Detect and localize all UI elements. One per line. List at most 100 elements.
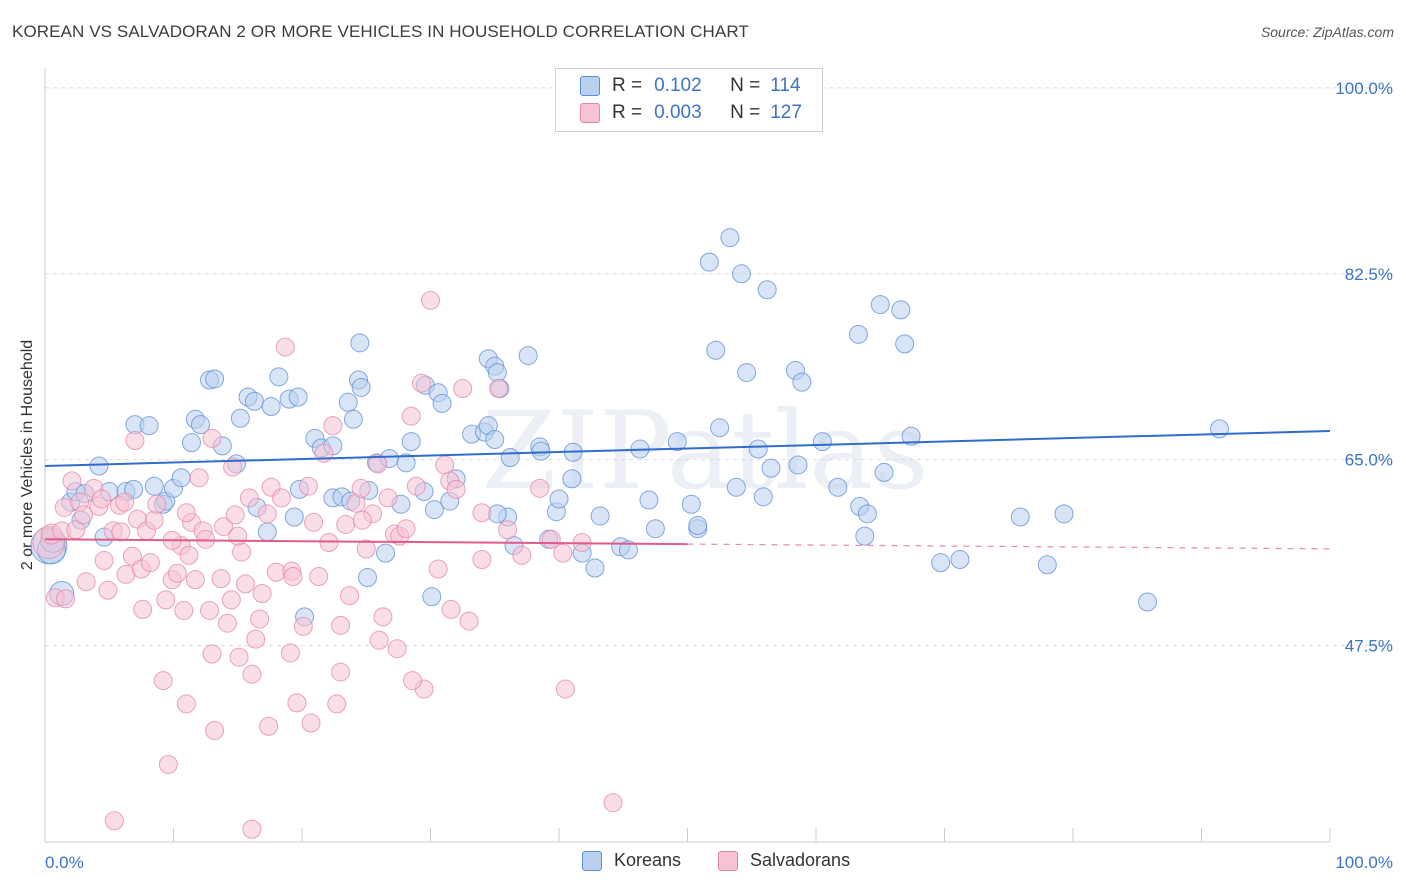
- salvadoran-point: [242, 664, 262, 684]
- source-label: Source: ZipAtlas.com: [1260, 24, 1394, 40]
- korean-point: [181, 433, 201, 453]
- salvadoran-point: [199, 600, 219, 620]
- salvadoran-point: [553, 543, 573, 563]
- salvadoran-point: [225, 505, 245, 525]
- legend-row-koreans: R = 0.102 N = 114: [580, 73, 801, 99]
- salvadoran-point: [242, 819, 262, 839]
- legend-label-salvadorans: Salvadorans: [750, 850, 851, 870]
- korean-point: [531, 441, 551, 461]
- salvadoran-point: [406, 476, 426, 496]
- salvadoran-point: [76, 572, 96, 592]
- korean-point: [288, 387, 308, 407]
- y-tick-label: 100.0%: [1335, 79, 1393, 98]
- salvadoran-point: [340, 586, 360, 606]
- korean-point: [284, 507, 304, 527]
- n-value: 127: [770, 102, 802, 123]
- korean-point: [244, 391, 264, 411]
- korean-point: [737, 363, 757, 383]
- korean-point: [753, 487, 773, 507]
- korean-point: [585, 558, 605, 578]
- salvadoran-point: [352, 510, 372, 530]
- korean-point: [731, 264, 751, 284]
- salvadoran-point: [421, 290, 440, 310]
- salvadorans-swatch: [718, 850, 738, 871]
- korean-point: [432, 393, 452, 413]
- korean-point: [891, 300, 911, 320]
- salvadoran-point: [167, 563, 187, 583]
- salvadoran-point: [111, 522, 131, 542]
- salvadoran-point: [396, 519, 416, 539]
- korean-point: [618, 540, 638, 560]
- salvadoran-point: [104, 811, 124, 831]
- korean-point: [950, 549, 970, 569]
- korean-point: [788, 455, 808, 475]
- korean-point: [257, 522, 277, 542]
- salvadoran-point: [275, 337, 295, 357]
- korean-point: [857, 504, 877, 524]
- salvadoran-point: [331, 615, 351, 635]
- korean-point: [757, 280, 777, 300]
- salvadoran-point: [217, 613, 237, 633]
- korean-point: [870, 295, 890, 315]
- korean-point: [748, 439, 768, 459]
- salvadoran-point: [293, 616, 313, 636]
- salvadoran-point: [369, 630, 389, 650]
- korean-point: [376, 543, 396, 563]
- salvadoran-point: [378, 488, 398, 508]
- salvadoran-point: [252, 583, 272, 603]
- korean-point: [351, 377, 371, 397]
- korean-point: [681, 494, 701, 514]
- legend-item-koreans[interactable]: Koreans: [582, 850, 681, 871]
- korean-point: [895, 334, 915, 354]
- korean-point: [855, 526, 875, 546]
- legend-label-koreans: Koreans: [614, 850, 682, 870]
- korean-point: [144, 476, 164, 496]
- y-tick-label: 47.5%: [1345, 637, 1393, 656]
- korean-point: [848, 324, 868, 344]
- korean-point: [667, 432, 687, 452]
- korean-point: [1138, 592, 1158, 612]
- salvadoran-point: [239, 488, 259, 508]
- salvadoran-point: [489, 378, 509, 398]
- salvadoran-point: [368, 454, 388, 474]
- korean-point: [1010, 507, 1030, 527]
- korean-point: [171, 468, 191, 488]
- salvadoran-point: [115, 492, 135, 512]
- salvadoran-point: [196, 529, 216, 549]
- salvadoran-point: [176, 503, 196, 523]
- salvadoran-point: [441, 599, 461, 619]
- korean-point: [874, 462, 894, 482]
- korean-point: [190, 415, 210, 435]
- korean-point: [518, 346, 538, 366]
- korean-point: [487, 363, 507, 383]
- korean-point: [485, 429, 505, 449]
- salvadoran-point: [309, 566, 329, 586]
- y-tick-label: 82.5%: [1345, 265, 1393, 284]
- y-tick-label: 65.0%: [1345, 451, 1393, 470]
- salvadoran-point: [125, 431, 145, 451]
- korean-point: [710, 418, 730, 438]
- korean-point: [261, 397, 281, 417]
- salvadoran-point: [259, 716, 279, 736]
- salvadoran-point: [174, 600, 194, 620]
- korean-point: [761, 458, 781, 478]
- korean-point: [590, 506, 610, 526]
- grid-lines: [45, 87, 1392, 647]
- korean-point: [726, 477, 746, 497]
- salvadoran-point: [428, 559, 448, 579]
- korean-point: [812, 432, 832, 452]
- salvadoran-point: [133, 599, 153, 619]
- salvadoran-point: [144, 510, 164, 530]
- salvadoran-point: [98, 580, 118, 600]
- korean-point: [338, 392, 358, 412]
- trend-line-koreans: [44, 429, 1331, 468]
- y-tick-labels: 47.5% 65.0% 82.5% 100.0%: [1335, 79, 1393, 656]
- legend-item-salvadorans[interactable]: Salvadorans: [718, 850, 850, 871]
- salvadoran-point: [147, 494, 167, 514]
- trend-line-salvadorans: [44, 538, 688, 546]
- korean-point: [139, 416, 159, 436]
- korean-point: [720, 228, 740, 248]
- salvadoran-point: [176, 694, 196, 714]
- salvadoran-point: [351, 478, 371, 498]
